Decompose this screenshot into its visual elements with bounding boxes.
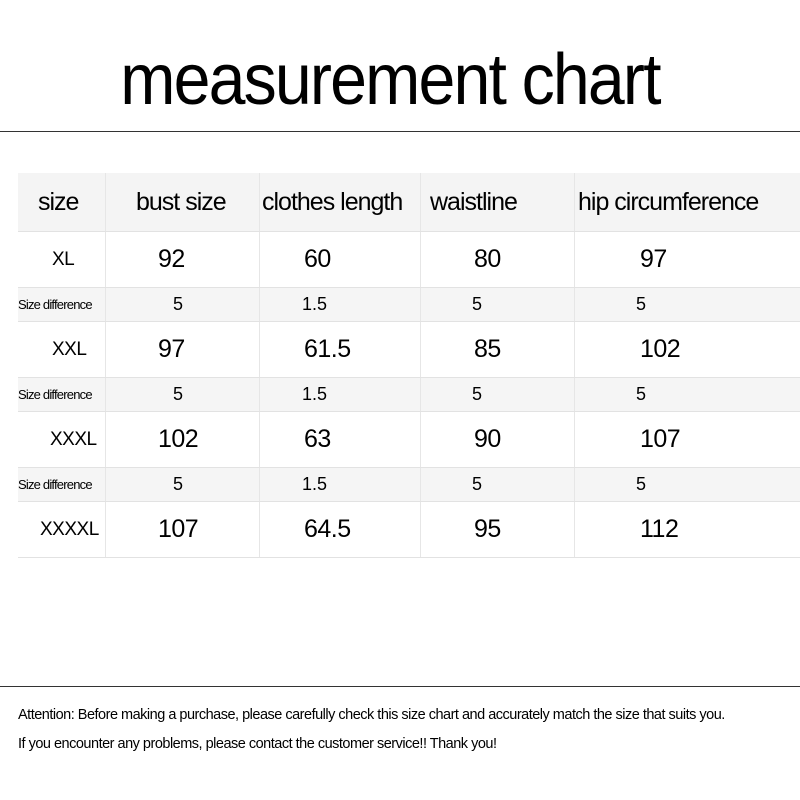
column-divider [420, 288, 421, 321]
column-divider [420, 322, 421, 377]
cell-value: 1.5 [302, 294, 328, 314]
cell-value: 97 [640, 245, 667, 273]
cell-value: 107 [158, 515, 199, 543]
column-divider [574, 288, 575, 321]
page-title: measurement chart [120, 40, 661, 120]
cell-value: 60 [304, 245, 331, 273]
column-divider [105, 288, 106, 321]
column-divider [259, 378, 260, 411]
size-label: XL [52, 248, 75, 270]
cell-value: 1.5 [302, 384, 328, 404]
size-label: Size difference [18, 477, 93, 492]
contact-note: If you encounter any problems, please co… [18, 736, 497, 752]
divider [0, 686, 800, 687]
column-divider [420, 502, 421, 557]
column-divider [105, 173, 106, 231]
cell-value: 95 [474, 515, 501, 543]
column-divider [105, 468, 106, 501]
cell-value: 61.5 [304, 335, 351, 363]
cell-value: 63 [304, 425, 331, 453]
column-divider [105, 378, 106, 411]
column-divider [574, 173, 575, 231]
cell-value: 5 [472, 384, 483, 404]
table-row: XL 92 60 80 97 [18, 232, 800, 288]
divider [0, 131, 800, 132]
column-divider [259, 173, 260, 231]
cell-value: 80 [474, 245, 501, 273]
cell-value: 5 [636, 384, 647, 404]
cell-value: 5 [472, 474, 483, 494]
size-table: size bust size clothes length waistline hip … [18, 173, 800, 558]
column-divider [574, 412, 575, 467]
column-divider [574, 232, 575, 287]
attention-note: Attention: Before making a purchase, ple… [18, 707, 725, 723]
cell-value: 102 [158, 425, 199, 453]
cell-value: hip circumference [578, 187, 759, 216]
column-divider [105, 412, 106, 467]
cell-value: clothes length [262, 187, 403, 216]
column-divider [105, 502, 106, 557]
column-divider [420, 468, 421, 501]
table-row: XXXL 102 63 90 107 [18, 412, 800, 468]
cell-value: waistline [430, 187, 518, 216]
cell-value: 1.5 [302, 474, 328, 494]
size-difference-row: Size difference 5 1.5 5 5 [18, 468, 800, 502]
column-divider [420, 173, 421, 231]
cell-value: 85 [474, 335, 501, 363]
column-divider [105, 322, 106, 377]
size-label: size [38, 187, 79, 216]
table-row: XXXXL 107 64.5 95 112 [18, 502, 800, 558]
column-divider [420, 412, 421, 467]
size-difference-row: Size difference 5 1.5 5 5 [18, 378, 800, 412]
cell-value: 5 [636, 474, 647, 494]
column-divider [574, 502, 575, 557]
cell-value: 102 [640, 335, 681, 363]
column-divider [574, 468, 575, 501]
column-divider [420, 378, 421, 411]
column-divider [259, 412, 260, 467]
size-label: XXXXL [40, 518, 99, 540]
column-divider [574, 322, 575, 377]
size-label: Size difference [18, 387, 93, 402]
size-label: Size difference [18, 297, 93, 312]
cell-value: 5 [636, 294, 647, 314]
column-divider [259, 322, 260, 377]
cell-value: 5 [173, 474, 184, 494]
column-divider [259, 288, 260, 321]
column-divider [259, 468, 260, 501]
table-header: size bust size clothes length waistline hip … [18, 173, 800, 232]
column-divider [420, 232, 421, 287]
cell-value: 5 [173, 294, 184, 314]
table-row: XXL 97 61.5 85 102 [18, 322, 800, 378]
size-difference-row: Size difference 5 1.5 5 5 [18, 288, 800, 322]
size-label: XXL [52, 338, 87, 360]
column-divider [259, 502, 260, 557]
column-divider [105, 232, 106, 287]
cell-value: 107 [640, 425, 681, 453]
size-label: XXXL [50, 428, 97, 450]
cell-value: 112 [640, 515, 679, 543]
cell-value: 64.5 [304, 515, 351, 543]
cell-value: 97 [158, 335, 185, 363]
cell-value: bust size [136, 187, 227, 216]
cell-value: 5 [472, 294, 483, 314]
column-divider [574, 378, 575, 411]
cell-value: 90 [474, 425, 501, 453]
cell-value: 92 [158, 245, 185, 273]
cell-value: 5 [173, 384, 184, 404]
column-divider [259, 232, 260, 287]
